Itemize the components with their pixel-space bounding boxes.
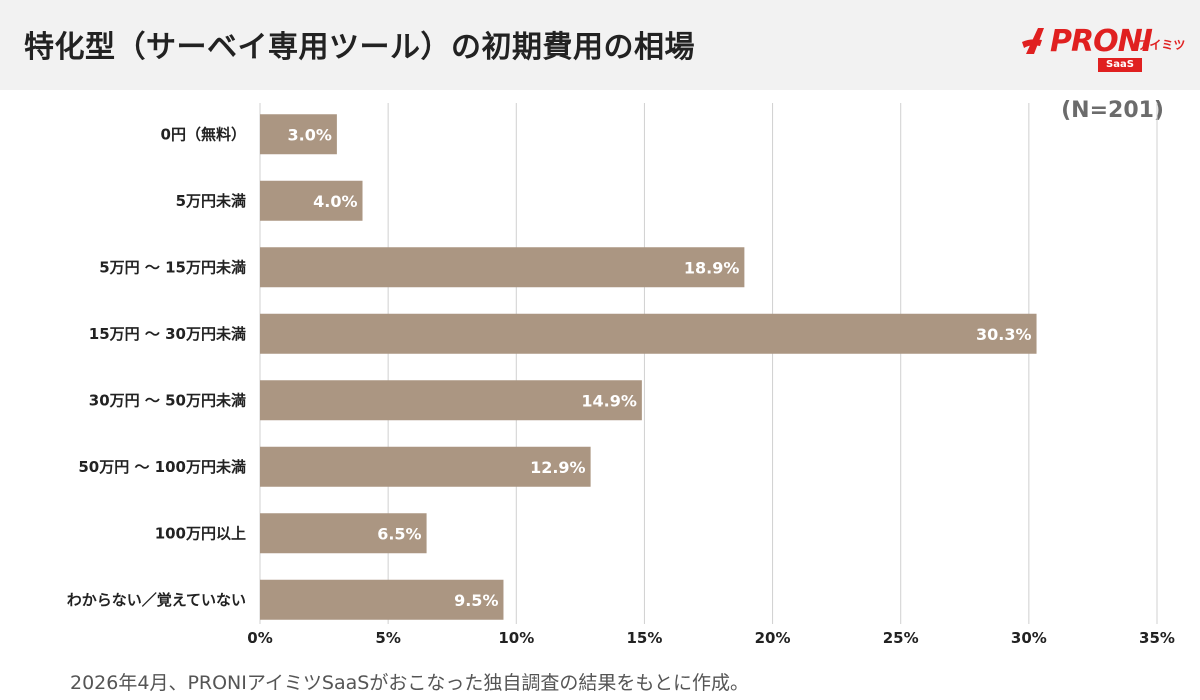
bar-value-label: 14.9%: [581, 391, 637, 410]
bar[interactable]: [260, 313, 1037, 354]
x-tick-label: 0%: [247, 629, 272, 647]
bar-value-label: 6.5%: [377, 524, 421, 543]
category-label: 15万円 〜 30万円未満: [89, 325, 246, 343]
proni-logo[interactable]: PRONI アイミツ SaaS: [1020, 20, 1185, 72]
page-title: 特化型（サーベイ専用ツール）の初期費用の相場: [24, 30, 695, 65]
category-label: 5万円未満: [176, 192, 246, 210]
bar-value-label: 30.3%: [976, 325, 1032, 344]
header-bar: 特化型（サーベイ専用ツール）の初期費用の相場 PRONI アイミツ SaaS: [0, 0, 1200, 90]
logo-sub: アイミツ: [1138, 38, 1186, 52]
bar-value-label: 9.5%: [454, 591, 498, 610]
x-tick-label: 20%: [755, 629, 791, 647]
category-label: 100万円以上: [155, 524, 246, 542]
logo-saas-badge: SaaS: [1098, 58, 1142, 72]
source-footnote: 2026年4月、PRONIアイミツSaaSがおこなった独自調査の結果をもとに作成…: [70, 672, 749, 694]
bar[interactable]: [260, 114, 337, 155]
logo-brand: PRONI: [1050, 24, 1153, 59]
sample-size-note: (N=201): [1061, 98, 1164, 123]
x-tick-label: 15%: [626, 629, 662, 647]
x-tick-label: 5%: [375, 629, 400, 647]
bar[interactable]: [260, 380, 642, 421]
x-tick-label: 25%: [883, 629, 919, 647]
bar-value-label: 3.0%: [288, 125, 332, 144]
x-tick-label: 10%: [498, 629, 534, 647]
proni-logo-icon: [1022, 28, 1044, 54]
bar[interactable]: [260, 513, 427, 554]
bar[interactable]: [260, 180, 363, 221]
category-label: 0円（無料）: [161, 125, 246, 143]
category-label: わからない／覚えていない: [67, 591, 246, 609]
category-label: 5万円 〜 15万円未満: [99, 258, 246, 276]
x-tick-label: 35%: [1139, 629, 1175, 647]
category-label: 50万円 〜 100万円未満: [78, 458, 246, 476]
bar[interactable]: [260, 446, 591, 487]
x-tick-label: 30%: [1011, 629, 1047, 647]
bar-value-label: 18.9%: [684, 258, 740, 277]
bar-value-label: 4.0%: [313, 192, 357, 211]
category-label: 30万円 〜 50万円未満: [89, 391, 246, 409]
bar[interactable]: [260, 579, 504, 620]
bar-value-label: 12.9%: [530, 458, 586, 477]
bar[interactable]: [260, 247, 745, 288]
